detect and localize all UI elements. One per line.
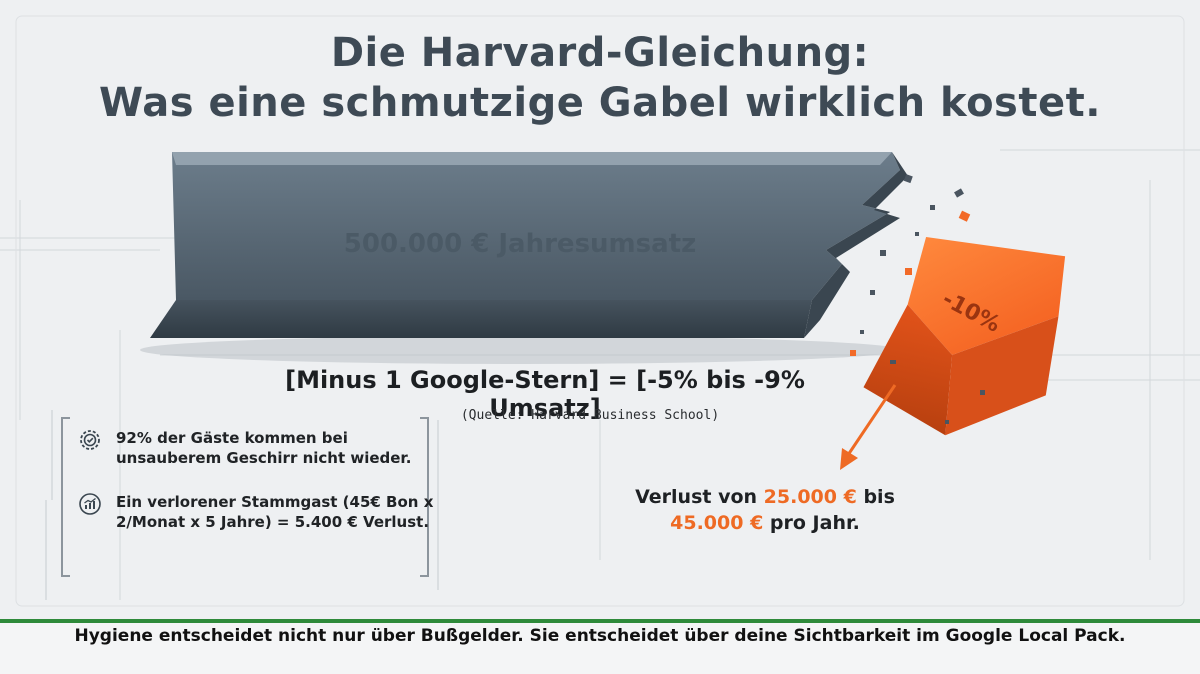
revenue-bar xyxy=(150,152,908,338)
equation: [Minus 1 Google-Stern] = [-5% bis -9% Um… xyxy=(285,366,805,422)
orange-debris xyxy=(850,210,971,356)
loss-amount-min: 25.000 € xyxy=(763,486,857,508)
loss-prefix: Verlust von xyxy=(635,486,758,508)
loss-amount-max: 45.000 € xyxy=(670,512,764,534)
footer-text: Hygiene entscheidet nicht nur über Bußge… xyxy=(74,626,1126,646)
bullet-text: Ein verlorener Stammgast (45€ Bon x 2/Mo… xyxy=(116,493,434,531)
bullet-frame xyxy=(61,417,429,577)
bullet-text: 92% der Gäste kommen bei unsauberem Gesc… xyxy=(116,429,412,467)
loss-middle: bis xyxy=(863,486,895,508)
loss-arrow xyxy=(840,384,897,470)
bullet-item: 92% der Gäste kommen bei unsauberem Gesc… xyxy=(78,428,418,476)
debris xyxy=(860,174,985,424)
source-note: (Quelle: Harvard Business School) xyxy=(460,408,720,423)
loss-suffix: pro Jahr. xyxy=(769,512,860,534)
gear-check-icon xyxy=(80,430,100,450)
loss-statement: Verlust von 25.000 € bis 45.000 € pro Ja… xyxy=(600,484,930,536)
title-line-1: Die Harvard-Gleichung: xyxy=(330,30,870,76)
chart-icon xyxy=(79,493,101,515)
footer-bar xyxy=(0,619,1200,674)
bar-label: 500.000 € Jahresumsatz xyxy=(344,229,696,259)
title-line-2: Was eine schmutzige Gabel wirklich koste… xyxy=(99,80,1101,126)
bullet-item: Ein verlorener Stammgast (45€ Bon x 2/Mo… xyxy=(78,492,433,562)
chunk-10-percent xyxy=(863,236,1066,436)
